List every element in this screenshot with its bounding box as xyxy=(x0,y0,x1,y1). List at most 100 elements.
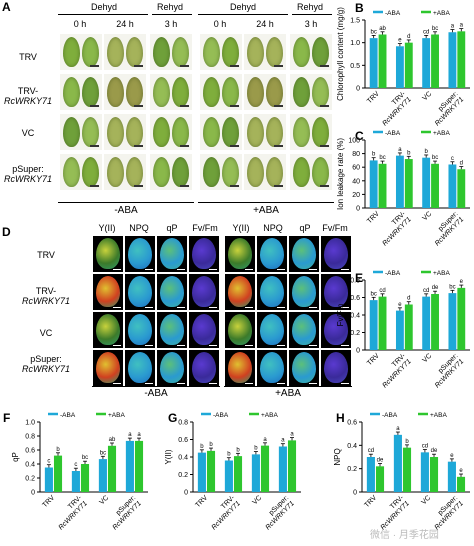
x-tick-label: VC xyxy=(98,494,110,506)
significance-letter: a xyxy=(281,438,285,444)
scale-bar xyxy=(245,269,253,270)
significance-letter: c xyxy=(74,462,77,468)
y-tick-label: 0 xyxy=(356,348,360,355)
significance-letter: b xyxy=(424,149,428,155)
scale-bar xyxy=(113,307,121,308)
d-row-trvk-l1: TRV- xyxy=(35,286,57,296)
leaf-shape xyxy=(222,37,239,67)
legend-plus-label: +ABA xyxy=(261,412,278,419)
scale-bar xyxy=(209,307,217,308)
x-tick-line1: TRV- xyxy=(391,90,408,107)
fluorescence-leaf xyxy=(228,352,252,383)
leaf-shape xyxy=(107,117,124,147)
y-tick-label: 0 xyxy=(31,490,35,497)
significance-letter: e xyxy=(450,453,454,459)
bar xyxy=(431,294,439,350)
y-tick-label: 0.8 xyxy=(350,278,360,285)
leaf-shape xyxy=(222,157,239,187)
scale-bar xyxy=(309,307,317,308)
leaf-shape xyxy=(203,157,220,187)
a-row-label-psuper: pSuper: RcWRKY71 xyxy=(0,164,56,184)
scale-bar xyxy=(90,185,99,187)
y-tick-label: 0.8 xyxy=(25,434,35,441)
a-time-0h-plus: 0 h xyxy=(213,19,227,29)
leaf-shape xyxy=(63,117,80,147)
significance-letter: b xyxy=(236,447,240,453)
x-tick-line2: RcWRKY71 xyxy=(434,358,465,389)
leaf-shape xyxy=(293,157,310,187)
fluorescence-leaf xyxy=(228,276,252,307)
y-tick-label: 0.6 xyxy=(347,420,357,427)
x-tick-line1: TRV xyxy=(366,210,381,225)
x-tick-label: VC xyxy=(422,352,434,364)
scale-bar xyxy=(134,145,143,147)
fluorescence-image xyxy=(289,350,319,386)
y-axis-label: Ion leakage rate (%) xyxy=(336,138,345,210)
leaf-photo xyxy=(60,34,102,70)
significance-letter: de xyxy=(377,458,384,464)
a-condition-rule-plus xyxy=(198,202,334,203)
significance-letter: bc xyxy=(100,450,106,456)
x-tick-line1: TRV- xyxy=(220,494,237,511)
x-tick-line2: RcWRKY71 xyxy=(265,500,296,531)
leaf-shape xyxy=(203,37,220,67)
a-time-3h-plus: 3 h xyxy=(304,19,318,29)
x-tick-label: VC xyxy=(422,210,434,222)
fluorescence-image xyxy=(257,312,287,348)
bar xyxy=(457,287,466,350)
fluorescence-image xyxy=(93,274,123,310)
y-tick-label: 0.6 xyxy=(178,437,188,444)
x-tick-line1: pSuper: xyxy=(437,494,459,516)
leaf-shape xyxy=(293,77,310,107)
significance-letter: a xyxy=(396,426,400,432)
x-tick-label: TRV xyxy=(366,210,381,225)
leaf-shape xyxy=(172,77,189,107)
a-condition-minus-aba: -ABA xyxy=(114,205,138,216)
fluorescence-leaf xyxy=(192,238,216,269)
fluorescence-image xyxy=(225,312,255,348)
a-group-dehyd-plus: Dehyd xyxy=(229,2,256,12)
leaf-photo xyxy=(200,114,242,150)
significance-letter: bc xyxy=(432,155,438,161)
leaf-shape xyxy=(172,117,189,147)
fluorescence-image xyxy=(125,312,155,348)
fluorescence-leaf xyxy=(324,276,348,307)
bar xyxy=(369,160,378,208)
significance-letter: cd xyxy=(379,288,385,294)
x-tick-line1: pSuper: xyxy=(115,494,137,516)
significance-letter: b xyxy=(254,446,258,452)
x-tick-line1: pSuper: xyxy=(268,494,290,516)
bar xyxy=(395,46,404,88)
leaf-shape xyxy=(312,157,329,187)
fluorescence-leaf xyxy=(96,352,120,383)
leaf-photo xyxy=(244,34,286,70)
fluorescence-leaf xyxy=(260,238,284,269)
bar xyxy=(366,457,375,492)
bar xyxy=(457,169,466,208)
fluorescence-image xyxy=(93,350,123,386)
a-row-label-vc: VC xyxy=(0,128,56,138)
bar xyxy=(44,467,53,492)
fluorescence-image xyxy=(321,312,351,348)
leaf-photo xyxy=(60,154,102,190)
x-tick-label: TRV xyxy=(42,494,57,509)
fluorescence-image xyxy=(157,312,187,348)
leaf-photo xyxy=(150,154,192,190)
d-row-trvk-l2: RcWRKY71 xyxy=(21,296,70,306)
y-axis-label: NPQ xyxy=(333,448,342,465)
x-tick-line1: VC xyxy=(98,494,110,506)
bar xyxy=(393,434,402,492)
fluorescence-leaf xyxy=(292,314,316,345)
bar xyxy=(287,440,297,492)
a-row-vc-l1: VC xyxy=(21,128,35,138)
leaf-photo xyxy=(60,114,102,150)
d-row-label-vc: VC xyxy=(0,328,92,338)
scale-bar xyxy=(341,307,349,308)
scale-bar xyxy=(113,383,121,384)
leaf-photo xyxy=(150,114,192,150)
leaf-shape xyxy=(107,37,124,67)
panel-f-label: F xyxy=(3,411,10,425)
bar xyxy=(197,452,206,492)
y-tick-label: 1.0 xyxy=(350,40,360,47)
significance-letter: d xyxy=(407,34,410,40)
